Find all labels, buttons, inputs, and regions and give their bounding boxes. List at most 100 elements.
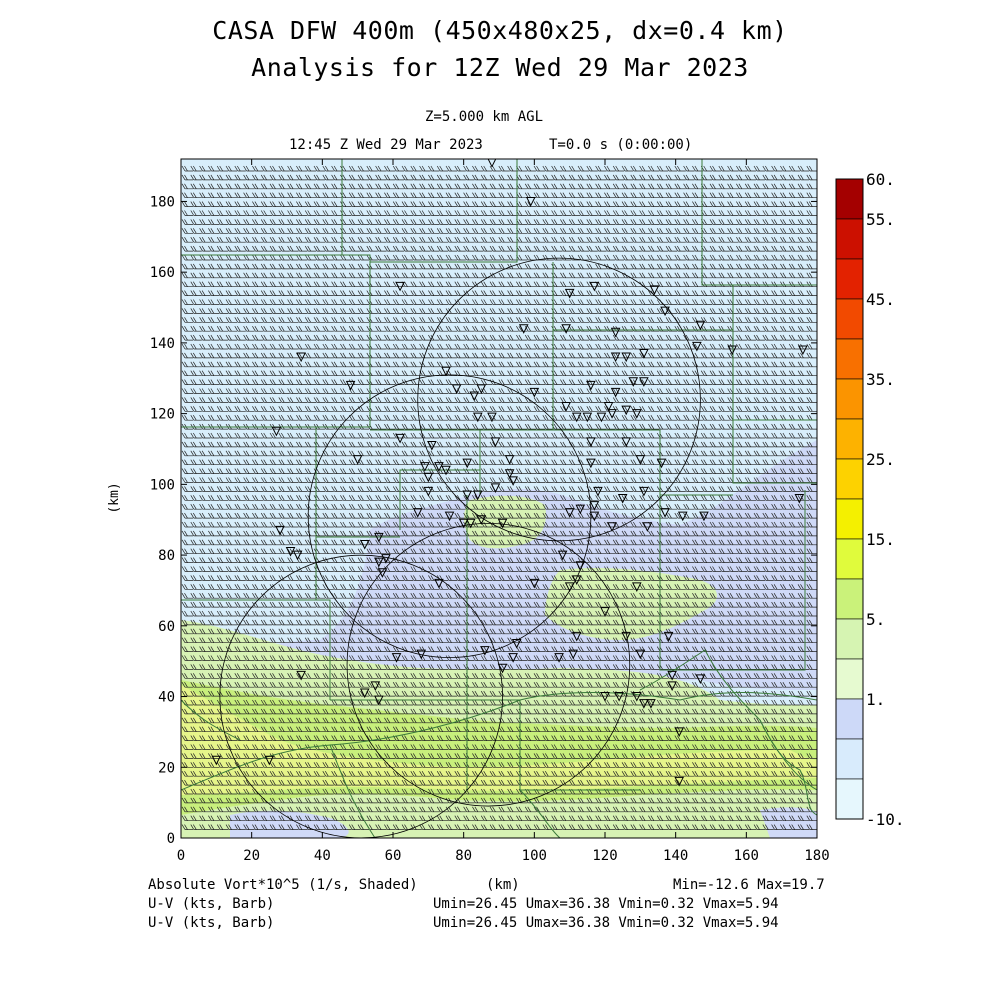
- colorbar-label: 5.: [866, 610, 885, 629]
- colorbar-label: 45.: [866, 290, 895, 309]
- station-marker: [557, 550, 568, 561]
- station-marker: [359, 539, 370, 550]
- station-marker: [275, 525, 285, 536]
- station-marker: [497, 663, 508, 674]
- station-marker: [656, 458, 667, 469]
- barb-label-2: U-V (kts, Barb): [148, 915, 275, 931]
- station-marker: [292, 550, 303, 561]
- station-marker: [610, 352, 621, 363]
- county-line-14: [659, 490, 806, 671]
- station-marker: [359, 688, 370, 699]
- colorbar-swatch: [835, 778, 864, 820]
- station-marker: [575, 504, 586, 515]
- x-tick-label: 80: [455, 848, 472, 864]
- colorbar-label: 35.: [866, 370, 895, 389]
- station-marker: [211, 755, 222, 766]
- colorbar-swatch: [835, 658, 864, 700]
- station-marker: [631, 692, 642, 702]
- station-marker: [374, 695, 384, 706]
- x-tick-label: 100: [522, 848, 547, 864]
- station-marker: [699, 511, 709, 522]
- county-line-23: [759, 719, 817, 816]
- station-marker: [695, 674, 706, 684]
- station-marker: [646, 699, 656, 709]
- range-ring-2: [346, 522, 631, 807]
- colorbar-swatch: [835, 698, 864, 740]
- station-marker: [663, 631, 674, 642]
- station-marker: [575, 561, 586, 571]
- station-marker: [571, 412, 582, 423]
- station-marker: [444, 511, 455, 522]
- analysis-title: Analysis for 12Z Wed 29 Mar 2023: [251, 53, 749, 82]
- station-marker: [642, 522, 653, 532]
- station-marker: [564, 288, 575, 299]
- station-marker: [677, 511, 688, 522]
- y-tick-label: 20: [158, 760, 175, 776]
- colorbar-swatch: [835, 618, 864, 660]
- station-marker: [271, 426, 282, 437]
- station-marker: [472, 490, 483, 501]
- station-marker: [561, 324, 571, 334]
- station-marker: [352, 455, 363, 465]
- barb-label-1: U-V (kts, Barb): [148, 896, 275, 912]
- x-tick-label: 180: [804, 848, 829, 864]
- county-line-6: [702, 284, 817, 484]
- chart-title: CASA DFW 400m (450x480x25, dx=0.4 km): [212, 16, 788, 45]
- colorbar-swatch: [835, 378, 864, 420]
- station-marker: [571, 631, 582, 642]
- y-tick-label: 140: [150, 336, 175, 352]
- station-marker: [296, 670, 306, 681]
- station-marker: [529, 387, 540, 398]
- station-marker: [504, 455, 515, 465]
- station-marker: [441, 465, 451, 476]
- station-marker: [427, 440, 437, 451]
- y-tick-label: 120: [150, 407, 175, 423]
- station-marker: [487, 412, 497, 423]
- station-marker: [529, 578, 540, 589]
- station-marker: [568, 649, 579, 660]
- station-marker: [589, 511, 600, 522]
- station-marker: [593, 486, 603, 497]
- y-tick-label: 100: [150, 477, 175, 493]
- station-marker: [798, 345, 808, 356]
- station-marker: [695, 320, 706, 331]
- x-tick-label: 0: [177, 848, 185, 864]
- station-marker: [639, 699, 649, 709]
- station-marker: [631, 409, 642, 419]
- station-marker: [296, 352, 306, 363]
- station-marker: [458, 518, 469, 529]
- station-marker: [412, 508, 423, 518]
- colorbar-swatch: [835, 258, 864, 300]
- station-marker: [497, 518, 508, 529]
- colorbar-swatch: [835, 458, 864, 500]
- station-marker: [607, 522, 617, 532]
- station-marker: [423, 486, 434, 497]
- y-tick-label: 40: [158, 690, 175, 706]
- x-axis-label: (km): [486, 877, 520, 893]
- colorbar-label: -10.: [866, 810, 905, 829]
- station-marker: [508, 476, 518, 486]
- station-marker: [589, 281, 600, 292]
- station-marker: [374, 557, 384, 568]
- station-marker: [416, 649, 427, 660]
- station-marker: [674, 776, 685, 787]
- station-marker: [391, 653, 402, 663]
- station-marker: [462, 458, 473, 469]
- colorbar-swatch: [835, 418, 864, 460]
- wind-barb-field: [181, 165, 817, 830]
- station-marker: [504, 469, 515, 479]
- y-tick-label: 80: [158, 548, 175, 564]
- station-marker: [600, 692, 610, 702]
- station-marker: [614, 692, 624, 702]
- station-marker: [631, 582, 642, 593]
- y-tick-label: 160: [150, 265, 175, 281]
- colorbar-label: 55.: [866, 210, 895, 229]
- station-marker: [635, 455, 646, 465]
- range-ring-4: [417, 257, 701, 542]
- barb-stats-2: Umin=26.45 Umax=36.38 Vmin=0.32 Vmax=5.9…: [433, 915, 779, 931]
- station-marker: [554, 653, 564, 663]
- station-marker: [660, 306, 670, 317]
- colorbar-swatch: [835, 218, 864, 260]
- min-max-label: Min=-12.6 Max=19.7: [673, 877, 825, 893]
